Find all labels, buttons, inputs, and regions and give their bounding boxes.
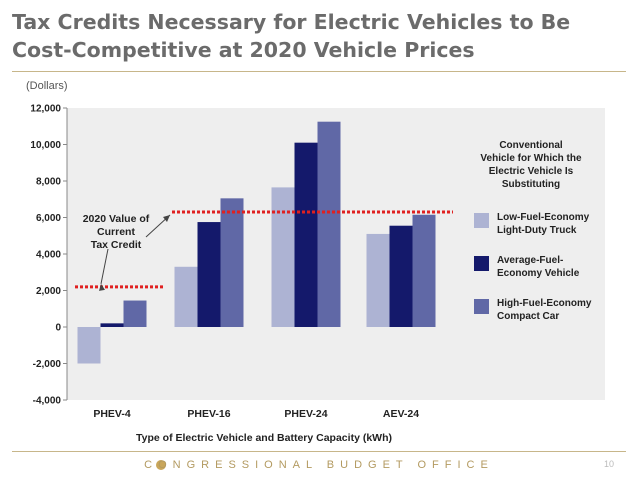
annotation-label: 2020 Value of Current Tax Credit	[83, 213, 150, 251]
legend-swatch	[474, 256, 489, 271]
legend-swatch	[474, 213, 489, 228]
y-tick-label: 12,000	[30, 104, 61, 115]
legend-title-line: Conventional	[499, 140, 563, 151]
legend-label: Low-Fuel-Economy Light-Duty Truck	[497, 212, 590, 236]
y-axis-units: (Dollars)	[26, 80, 68, 92]
x-tick-label: PHEV-4	[93, 408, 131, 420]
legend-label-line: Economy Vehicle	[497, 268, 580, 279]
y-tick-label: 0	[55, 323, 61, 334]
footer-agency-name: CONGRESSIONAL BUDGET OFFICE	[144, 459, 494, 471]
y-tick-label: 2,000	[36, 286, 61, 297]
annotation-arrow-left	[100, 248, 109, 284]
bar	[174, 266, 198, 327]
x-tick-label: AEV-24	[383, 408, 419, 420]
x-tick-label: PHEV-16	[187, 408, 230, 420]
y-tick-label: -2,000	[33, 359, 62, 370]
bar	[412, 214, 436, 327]
bar	[366, 233, 390, 327]
legend-label: Average-Fuel- Economy Vehicle	[497, 255, 580, 279]
legend-label: High-Fuel-Economy Compact Car	[497, 298, 592, 322]
footer-divider	[12, 451, 626, 452]
bar	[271, 187, 295, 327]
legend-title-line: Electric Vehicle Is	[489, 166, 574, 177]
annotation-arrowhead	[163, 215, 170, 223]
legend-title-line: Substituting	[502, 179, 560, 190]
legend-swatch	[474, 299, 489, 314]
legend-label-line: High-Fuel-Economy	[497, 298, 592, 309]
x-tick-labels: PHEV-4 PHEV-16 PHEV-24 AEV-24	[93, 408, 419, 420]
bar	[77, 327, 101, 364]
legend-label-line: Compact Car	[497, 311, 559, 322]
legend-items: Low-Fuel-Economy Light-Duty Truck Average-…	[474, 212, 592, 322]
y-tick-label: 4,000	[36, 250, 61, 261]
legend-label-line: Average-Fuel-	[497, 255, 563, 266]
y-ticks: -4,000 -2,000 0 2,000 4,000 6,000 8,000 10,000 1…	[30, 104, 67, 407]
slide-title: Tax Credits Necessary for Electric Vehic…	[12, 10, 571, 62]
legend-title-line: Vehicle for Which the	[480, 153, 582, 164]
legend-label-line: Light-Duty Truck	[497, 225, 577, 236]
y-tick-label: 6,000	[36, 213, 61, 224]
bar	[197, 222, 221, 327]
bar	[294, 142, 318, 327]
bar	[123, 300, 147, 327]
bar	[389, 225, 413, 327]
x-axis-title: Type of Electric Vehicle and Battery Cap…	[136, 432, 392, 444]
bar	[220, 198, 244, 327]
bar	[317, 121, 341, 327]
bar	[100, 323, 124, 327]
annotation-line: Current	[97, 226, 135, 238]
reference-lines	[75, 210, 453, 289]
bars	[77, 121, 436, 364]
page-number: 10	[604, 459, 615, 469]
y-tick-label: 8,000	[36, 177, 61, 188]
annotation-arrowhead	[99, 283, 105, 291]
y-tick-label: -4,000	[33, 396, 62, 407]
legend: Conventional Vehicle for Which the Electri…	[474, 140, 592, 322]
title-divider	[12, 71, 626, 72]
x-tick-label: PHEV-24	[284, 408, 327, 420]
legend-title: Conventional Vehicle for Which the Electri…	[480, 140, 582, 190]
cbo-logo-icon	[156, 460, 166, 470]
y-tick-label: 10,000	[30, 140, 61, 151]
credit-annotation: 2020 Value of Current Tax Credit	[83, 213, 171, 291]
annotation-line: 2020 Value of	[83, 213, 150, 225]
legend-label-line: Low-Fuel-Economy	[497, 212, 590, 223]
annotation-line: Tax Credit	[91, 239, 142, 251]
